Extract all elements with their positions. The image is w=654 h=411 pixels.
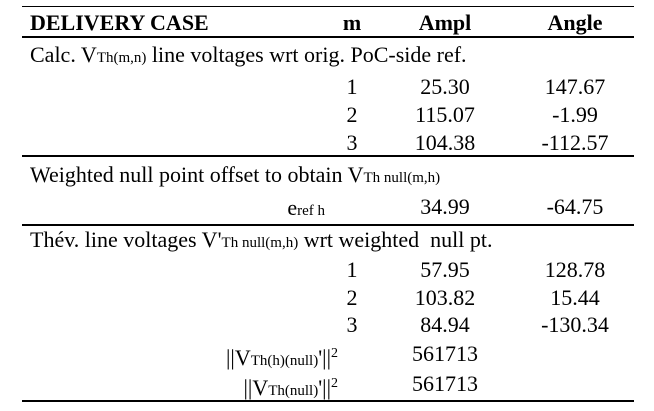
subscript: Th(h)(null) [250,353,319,369]
superscript: 2 [331,376,338,391]
rule [22,155,634,157]
text: '|| [318,345,331,370]
ampl: 103.82 [414,284,476,310]
m: 2 [346,284,358,310]
header-angle: Angle [547,10,603,35]
angle: 128.78 [544,257,606,282]
ampl: 84.94 [420,312,470,337]
ampl: 104.38 [414,130,476,155]
row-label: eref h [287,195,325,224]
text: Thév. line voltages V' [30,227,222,252]
subscript: Th(null) [268,383,319,399]
norm-label: ||VTh(null)'||2 [244,371,338,404]
header-title: DELIVERY CASE [30,10,209,35]
angle: -64.75 [546,194,604,219]
ampl: 34.99 [420,194,470,219]
norm-value: 561713 [412,371,478,396]
subscript: ref h [297,203,325,219]
m: 2 [346,102,358,127]
text: '|| [318,375,331,400]
m: 3 [346,130,358,155]
superscript: 2 [331,346,338,361]
m: 1 [346,74,358,99]
header-m: m [342,10,362,35]
header-ampl: Ampl [418,10,472,35]
subscript: Th null(m,h) [221,235,299,251]
norm-value: 561713 [412,341,478,366]
subscript: Th null(m,h) [363,170,441,186]
ampl: 57.95 [420,257,470,282]
angle: -112.57 [541,130,609,155]
ampl: 115.07 [415,102,475,127]
section-title: Thév. line voltages V'Th null(m,h) wrt w… [30,227,493,256]
rule [22,36,634,38]
subscript: Th(m,n) [96,50,147,66]
text: wrt weighted null pt. [298,227,493,252]
rule [22,224,634,226]
angle: -1.99 [552,102,598,127]
text: Calc. V [30,42,97,67]
rule [22,6,634,7]
ampl: 25.30 [420,74,470,99]
section-title: Calc. VTh(m,n) line voltages wrt orig. P… [30,42,467,71]
section-title: Weighted null point offset to obtain VTh… [30,162,440,191]
m: 1 [346,257,358,282]
text: e [287,195,298,220]
text: line voltages wrt orig. PoC-side ref. [146,42,467,67]
m: 3 [346,312,358,337]
norm-label: ||VTh(h)(null)'||2 [226,341,338,374]
text: ||V [243,375,269,400]
angle: -130.34 [541,312,609,337]
rule [22,400,634,402]
text: Weighted null point offset to obtain V [30,162,364,187]
angle: 15.44 [550,284,600,310]
text: ||V [226,345,251,370]
angle: 147.67 [544,74,606,99]
